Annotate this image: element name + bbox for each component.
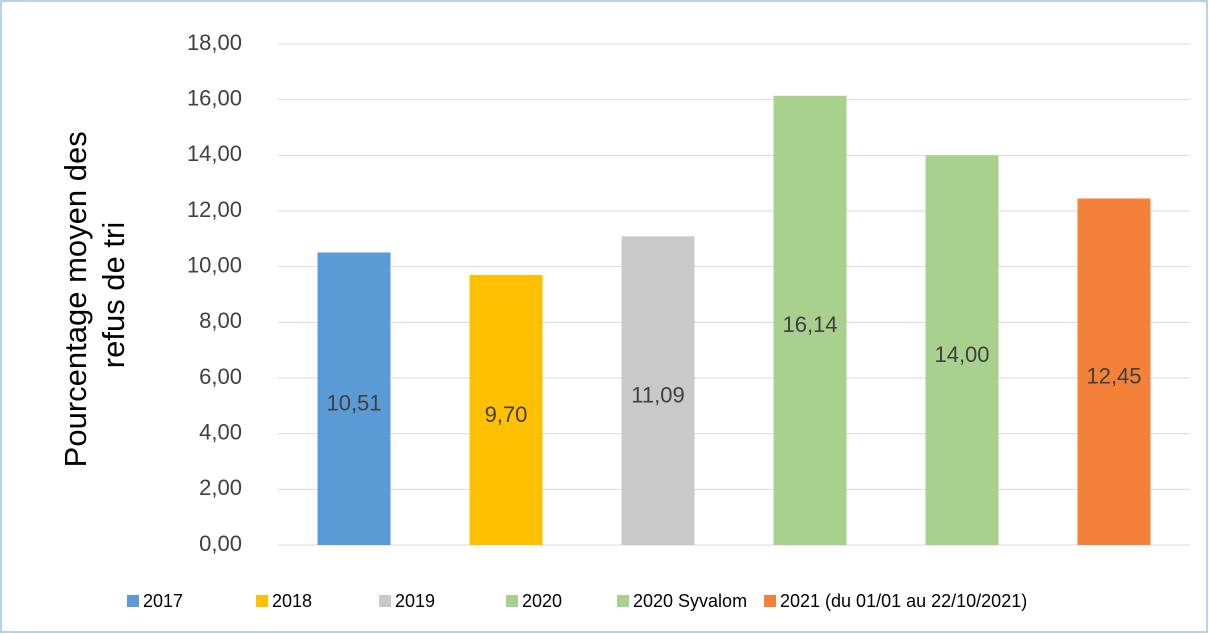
y-tick-label: 8,00 bbox=[199, 308, 242, 333]
legend-label: 2021 (du 01/01 au 22/10/2021) bbox=[780, 591, 1027, 611]
legend-swatch bbox=[256, 595, 268, 607]
y-tick-label: 16,00 bbox=[187, 85, 242, 110]
data-label: 11,09 bbox=[631, 382, 684, 407]
y-tick-label: 10,00 bbox=[187, 252, 242, 277]
bar bbox=[317, 252, 391, 545]
bar bbox=[773, 95, 847, 546]
y-axis-title-line: Pourcentage moyen des bbox=[58, 131, 93, 467]
y-axis-title: Pourcentage moyen des refus de tri bbox=[58, 123, 131, 468]
bar bbox=[925, 155, 999, 546]
data-label: 9,70 bbox=[485, 402, 528, 427]
y-tick-label: 14,00 bbox=[187, 141, 242, 166]
y-tick-label: 0,00 bbox=[199, 531, 242, 556]
data-label: 10,51 bbox=[326, 391, 381, 416]
y-tick-label: 6,00 bbox=[199, 364, 242, 389]
legend-swatch bbox=[764, 595, 776, 607]
legend-label: 2020 bbox=[522, 591, 562, 611]
legend-swatch bbox=[617, 595, 629, 607]
legend-swatch bbox=[379, 595, 391, 607]
legend-swatch bbox=[127, 595, 139, 607]
legend-swatch bbox=[506, 595, 518, 607]
data-label: 12,45 bbox=[1086, 364, 1141, 389]
y-tick-label: 18,00 bbox=[187, 30, 242, 55]
y-axis-title-line: refus de tri bbox=[96, 222, 131, 368]
legend-label: 2020 Syvalom bbox=[633, 591, 747, 611]
bar bbox=[621, 236, 695, 545]
y-tick-label: 12,00 bbox=[187, 197, 242, 222]
legend-label: 2019 bbox=[395, 591, 435, 611]
bar bbox=[469, 275, 543, 545]
y-tick-label: 4,00 bbox=[199, 419, 242, 444]
legend-label: 2017 bbox=[143, 591, 183, 611]
legend-label: 2018 bbox=[272, 591, 312, 611]
data-label: 14,00 bbox=[934, 342, 989, 367]
data-label: 16,14 bbox=[782, 312, 837, 337]
y-tick-label: 2,00 bbox=[199, 475, 242, 500]
bar bbox=[1077, 198, 1151, 545]
